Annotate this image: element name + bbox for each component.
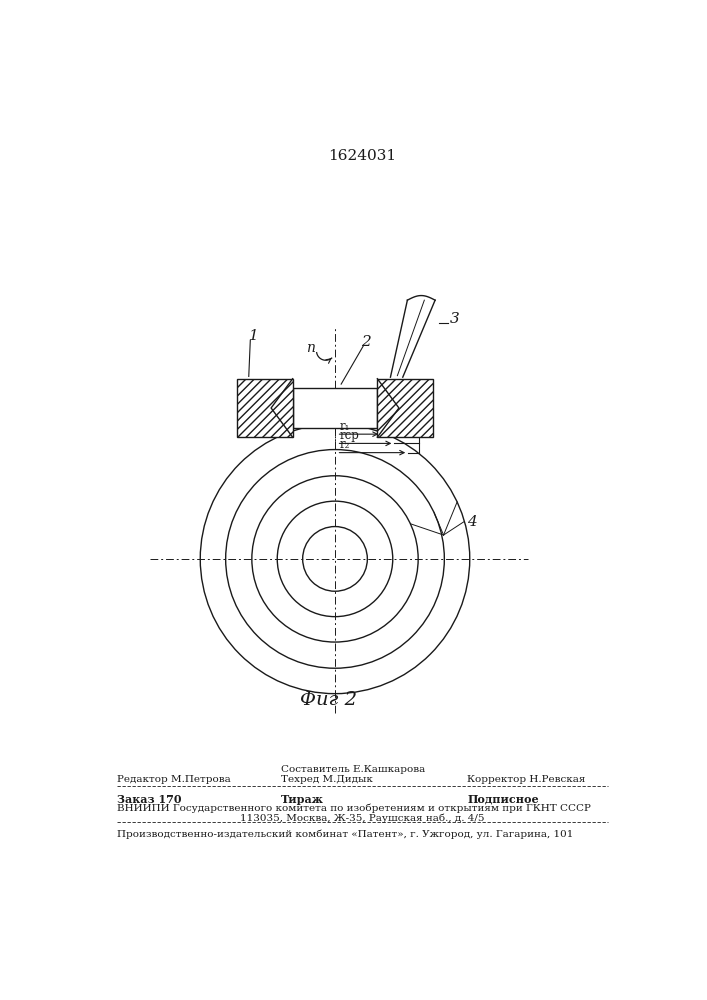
Text: r₁: r₁ bbox=[339, 420, 350, 433]
Text: Подписное: Подписное bbox=[467, 794, 539, 805]
Text: r₂: r₂ bbox=[339, 438, 350, 451]
Text: Техред М.Дидык: Техред М.Дидык bbox=[281, 775, 373, 784]
Text: 1: 1 bbox=[250, 329, 259, 343]
Text: 3: 3 bbox=[450, 312, 460, 326]
Text: 4: 4 bbox=[467, 515, 477, 529]
Bar bbox=[238, 379, 293, 437]
Bar bbox=[378, 379, 433, 437]
Text: Φиг 2: Φиг 2 bbox=[300, 691, 357, 709]
Text: ВНИИПИ Государственного комитета по изобретениям и открытиям при ГКНТ СССР: ВНИИПИ Государственного комитета по изоб… bbox=[117, 804, 591, 813]
Text: Производственно-издательский комбинат «Патент», г. Ужгород, ул. Гагарина, 101: Производственно-издательский комбинат «П… bbox=[117, 829, 573, 839]
Text: 2: 2 bbox=[361, 335, 370, 349]
Bar bbox=[293, 388, 378, 428]
Text: Составитель Е.Кашкарова: Составитель Е.Кашкарова bbox=[281, 765, 426, 774]
Text: 1624031: 1624031 bbox=[328, 149, 396, 163]
Text: n: n bbox=[306, 341, 315, 355]
Text: Корректор Н.Ревская: Корректор Н.Ревская bbox=[467, 775, 586, 784]
Text: Тираж: Тираж bbox=[281, 794, 324, 805]
Text: rср: rср bbox=[339, 429, 359, 442]
Text: 113035, Москва, Ж-35, Раушская наб., д. 4/5: 113035, Москва, Ж-35, Раушская наб., д. … bbox=[240, 814, 484, 823]
Text: Заказ 170: Заказ 170 bbox=[117, 794, 182, 805]
Text: Редактор М.Петрова: Редактор М.Петрова bbox=[117, 775, 231, 784]
